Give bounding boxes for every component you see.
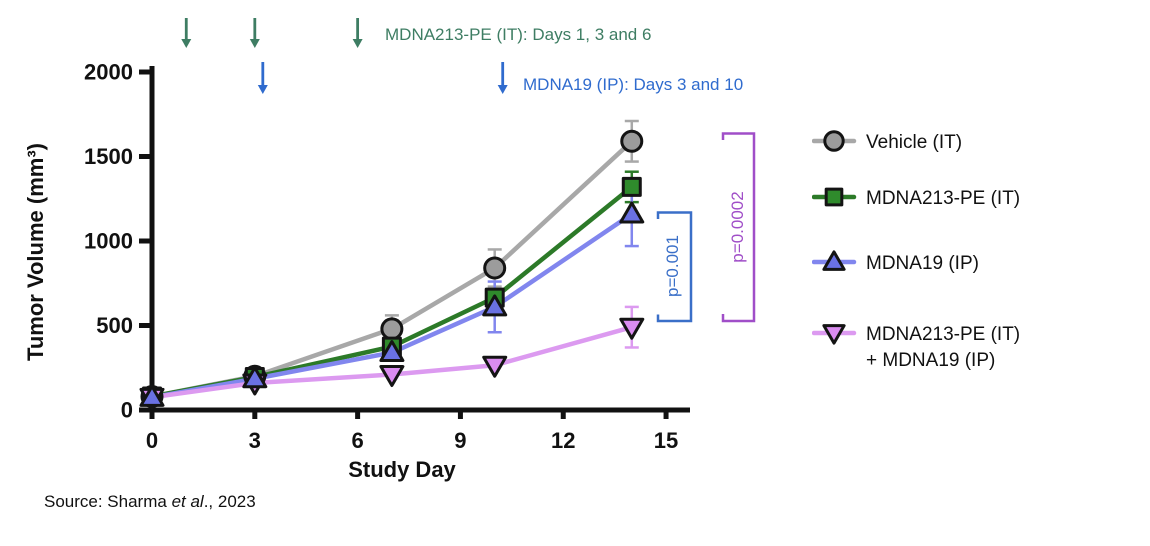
- legend-item-mdna213: MDNA213-PE (IT): [812, 185, 1020, 212]
- green-dosing-label: MDNA213-PE (IT): Days 1, 3 and 6: [385, 25, 651, 44]
- y-tick-label: 0: [121, 398, 133, 423]
- x-tick-label: 12: [551, 428, 575, 453]
- legend-label: Vehicle (IT): [866, 132, 963, 153]
- x-tick-label: 0: [146, 428, 158, 453]
- legend-marker-square-icon: [812, 187, 857, 207]
- legend-marker-circle-icon: [812, 130, 857, 152]
- x-axis-label: Study Day: [348, 457, 456, 482]
- y-tick-label: 1500: [84, 144, 133, 169]
- p-value-outer: p=0.0002: [728, 191, 747, 262]
- y-tick-label: 1000: [84, 229, 133, 254]
- legend-item-combination: MDNA213-PE (IT) + MDNA19 (IP): [812, 321, 1020, 373]
- x-tick-label: 9: [454, 428, 466, 453]
- source-note: Source: Sharma et al., 2023: [44, 492, 256, 511]
- x-tick-label: 3: [249, 428, 261, 453]
- p-value-inner: p=0.001: [663, 235, 682, 297]
- blue-dosing-label: MDNA19 (IP): Days 3 and 10: [523, 75, 743, 94]
- x-tick-label: 15: [654, 428, 678, 453]
- y-axis-label: Tumor Volume (mm³): [23, 143, 48, 361]
- y-tick-label: 500: [96, 313, 133, 338]
- y-tick-label: 2000: [84, 60, 133, 85]
- x-tick-label: 6: [351, 428, 363, 453]
- legend-item-vehicle: Vehicle (IT): [812, 129, 962, 156]
- legend-label: MDNA213-PE (IT) + MDNA19 (IP): [866, 324, 1021, 371]
- legend-item-mdna19: MDNA19 (IP): [812, 250, 979, 277]
- significance-brackets: [656, 132, 756, 323]
- axes: 0 500 1000 1500 2000 0 3 6 9 12 15: [84, 60, 690, 453]
- legend-label: MDNA213-PE (IT): [866, 188, 1021, 209]
- legend-label: MDNA19 (IP): [866, 253, 979, 274]
- legend: Vehicle (IT) MDNA213-PE (IT) MDNA19 (IP)…: [812, 0, 1142, 546]
- dosing-arrows: [181, 18, 508, 94]
- legend-marker-triangle-down-icon: [812, 324, 857, 345]
- legend-marker-triangle-up-icon: [812, 250, 857, 271]
- series-markers: [139, 129, 645, 410]
